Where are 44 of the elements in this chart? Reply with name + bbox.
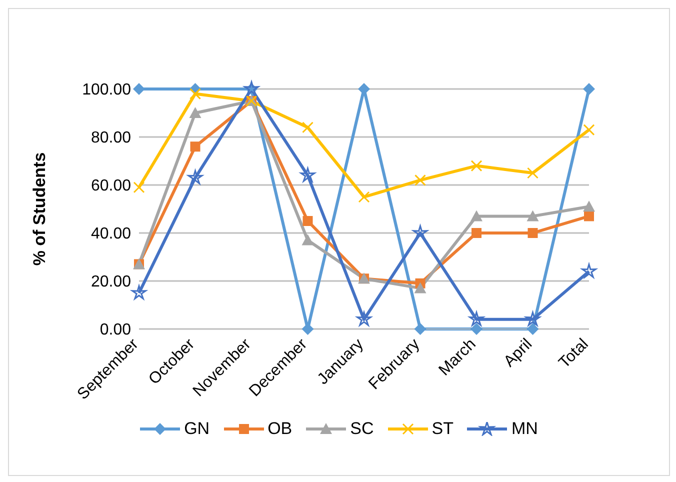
- point: [302, 122, 314, 134]
- point: [414, 323, 426, 335]
- point: [133, 83, 145, 95]
- legend-label: SC: [350, 419, 374, 439]
- point: [190, 142, 200, 152]
- point: [188, 170, 203, 184]
- point: [300, 168, 316, 182]
- legend-label: MN: [511, 419, 538, 439]
- point: [470, 160, 482, 172]
- point: [583, 83, 595, 95]
- y-tick-label: 20.00: [90, 274, 132, 291]
- legend-label: ST: [432, 419, 454, 439]
- point: [358, 191, 370, 203]
- y-tick-label: 100.00: [82, 82, 132, 99]
- y-tick-label: 0.00: [100, 322, 132, 339]
- point: [583, 124, 595, 136]
- point: [526, 210, 539, 222]
- point: [414, 282, 426, 294]
- legend-label: GN: [184, 419, 210, 439]
- point: [527, 167, 538, 179]
- point: [132, 285, 146, 300]
- point: [583, 200, 595, 212]
- point: [470, 323, 482, 335]
- legend-label: OB: [268, 419, 292, 439]
- point: [469, 312, 484, 326]
- y-tick-label: 80.00: [90, 130, 132, 147]
- point: [528, 228, 538, 238]
- y-tick-label: 60.00: [90, 178, 132, 195]
- point: [582, 264, 596, 278]
- point: [302, 234, 314, 246]
- y-axis-title: % of Students: [30, 152, 50, 266]
- point: [526, 323, 539, 335]
- point: [189, 107, 202, 118]
- point: [470, 210, 482, 222]
- point: [302, 216, 313, 226]
- point: [472, 228, 482, 238]
- point: [133, 182, 145, 194]
- point: [412, 225, 428, 240]
- point: [525, 312, 540, 326]
- point: [584, 211, 594, 222]
- point: [190, 88, 201, 100]
- y-tick-label: 40.00: [90, 226, 132, 243]
- point: [356, 312, 372, 326]
- point: [414, 174, 426, 186]
